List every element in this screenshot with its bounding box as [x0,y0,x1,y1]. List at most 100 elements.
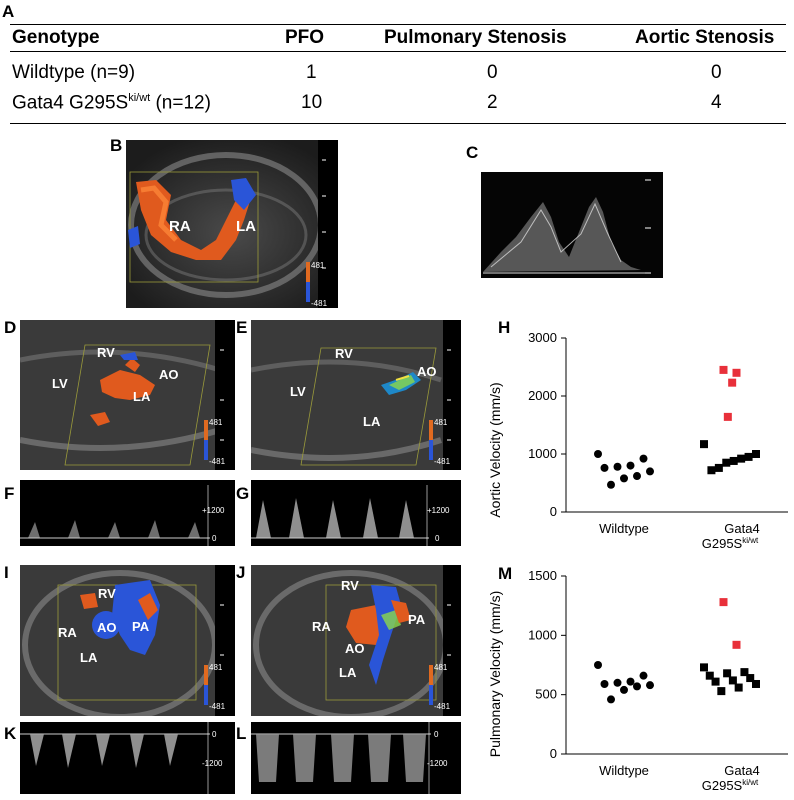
row-1-aortic: 0 [711,62,722,83]
tick-g-1: +1200 [427,506,450,515]
doppler-panel-g: +1200 0 [251,480,461,546]
chart-m-xtick-gata4: Gata4 [724,763,759,778]
label-j-la: LA [339,665,357,680]
chart-m-point-wildtype [600,679,609,688]
panel-label-c: C [466,143,479,162]
chart-m-point-wildtype [626,677,635,686]
label-i-la: LA [80,650,98,665]
chart-m-plot: 0 500 1000 1500 [528,568,788,761]
chart-m-point-wildtype [607,695,615,704]
chart-m-point-gata4 [723,669,732,678]
row-1-genotype: Wildtype (n=9) [12,62,136,83]
chart-h-xtick-gata4-sup: ki/wt [742,536,759,545]
tick-f-2: 0 [212,534,217,543]
chart-h-plot: 0 1000 2000 3000 [528,330,788,519]
chart-m-point-wildtype [594,661,602,669]
doppler-panel-k: 0 -1200 [20,722,235,794]
chart-h-point-wildtype [626,461,635,470]
echo-image-d: RV LV AO LA 481 -481 [20,320,235,470]
label-e-ao: AO [417,364,437,379]
chart-h-point-wildtype [646,467,654,476]
chart-h-xtick-gata4-allele: G295S [702,536,743,550]
panel-label-h: H [498,318,511,337]
chart-m-point-gata4 [746,674,755,683]
row-2-aortic: 4 [711,92,722,113]
chart-m-xtick-gata4-sup: ki/wt [742,778,759,787]
label-j-ao: AO [345,641,365,656]
panel-label-m: M [498,564,513,583]
panel-label-l: L [236,724,247,743]
row-2-genotype-name: Gata4 G295S [12,92,129,114]
echo-panel-b: RA LA 481 -481 [126,140,338,308]
chart-m-ylabel: Pulmonary Velocity (mm/s) [487,591,503,757]
label-j-pa: PA [408,612,426,627]
chart-h-point-wildtype [620,474,628,483]
echo-panel-j: RV RA AO PA LA 481 -481 [251,565,461,716]
echo-panel-c [481,172,663,278]
chart-h-ylabel: Aortic Velocity (mm/s) [487,382,503,517]
label-d-lv: LV [52,376,68,391]
row-2-pfo: 10 [301,92,323,113]
doppler-panel-l: 0 -1200 [251,722,461,794]
chart-m-ytick-label: 1500 [528,568,557,583]
chart-m-point-wildtype [646,681,654,690]
chart-m-ytick-label: 0 [550,746,557,761]
panel-label-j: J [236,563,246,582]
chart-m-point-gata4 [700,663,708,672]
chart-m-point-gata4-stenosis [719,598,728,607]
echo-image-i: RV RA AO PA LA 481 -481 [20,565,235,716]
row-2-genotype-sup: ki/wt [128,92,151,104]
chart-m-xtick-wildtype: Wildtype [599,763,649,778]
chart-h-xtick-gata4-line2: G295Ski/wt [702,536,759,550]
chart-h-point-wildtype [639,454,648,463]
echo-image-b: RA LA 481 -481 [126,140,338,308]
chart-m-point-wildtype [620,685,628,694]
chart-h-point-gata4 [744,452,753,461]
chart-m-point-gata4 [752,679,760,688]
table-header-rule [10,51,786,52]
table-bottom-rule [10,123,786,124]
scale-b-bottom: -481 [311,299,328,308]
tick-k-2: -1200 [202,759,223,768]
doppler-panel-f: +1200 0 [20,480,235,546]
chart-m-point-gata4 [717,687,726,696]
chart-m-xtick-gata4-allele: G295S [702,778,743,793]
scale-e-top: 481 [434,418,448,427]
tick-k-1: 0 [212,730,217,739]
chart-m-point-wildtype [639,671,648,680]
chart-h-xtick-wildtype: Wildtype [599,521,649,536]
label-i-rv: RV [98,586,116,601]
chart-m-point-gata4 [705,671,714,680]
doppler-trace-k: 0 -1200 [20,722,235,794]
pulmonary-velocity-chart: Pulmonary Velocity (mm/s) 0 500 1000 1500 W… [487,568,788,793]
echo-panel-i: RV RA AO PA LA 481 -481 [20,565,235,716]
label-b-ra: RA [169,218,191,235]
label-d-rv: RV [97,345,115,360]
chart-h-point-wildtype [600,463,609,472]
scale-d-bottom: -481 [209,457,226,466]
tick-l-2: -1200 [427,759,448,768]
row-2-genotype: Gata4 G295Ski/wt (n=12) [12,92,211,114]
echo-image-e: RV LV AO LA 481 -481 [251,320,461,470]
label-b-la: LA [236,218,256,235]
chart-m-point-gata4-stenosis [732,640,741,649]
chart-h-point-gata4-stenosis [732,368,741,377]
scale-j-top: 481 [434,663,448,672]
chart-h-point-wildtype [594,450,602,458]
label-j-ra: RA [312,619,331,634]
doppler-spectrum-c [481,172,663,278]
header-pfo: PFO [285,27,325,48]
scale-i-bottom: -481 [209,702,226,711]
tick-l-1: 0 [434,730,439,739]
row-1-pulmonary: 0 [487,62,498,83]
echo-image-j: RV RA AO PA LA 481 -481 [251,565,461,716]
chart-m-point-gata4 [711,677,720,686]
chart-m-point-wildtype [633,682,641,691]
tick-g-2: 0 [435,534,440,543]
chart-h-point-gata4 [714,463,723,472]
panel-label-i: I [4,563,9,582]
chart-m-xtick-gata4-line2: G295Ski/wt [702,778,759,793]
panel-label-k: K [4,724,17,743]
header-genotype: Genotype [12,27,100,48]
chart-h-ytick-label: 3000 [528,330,557,345]
